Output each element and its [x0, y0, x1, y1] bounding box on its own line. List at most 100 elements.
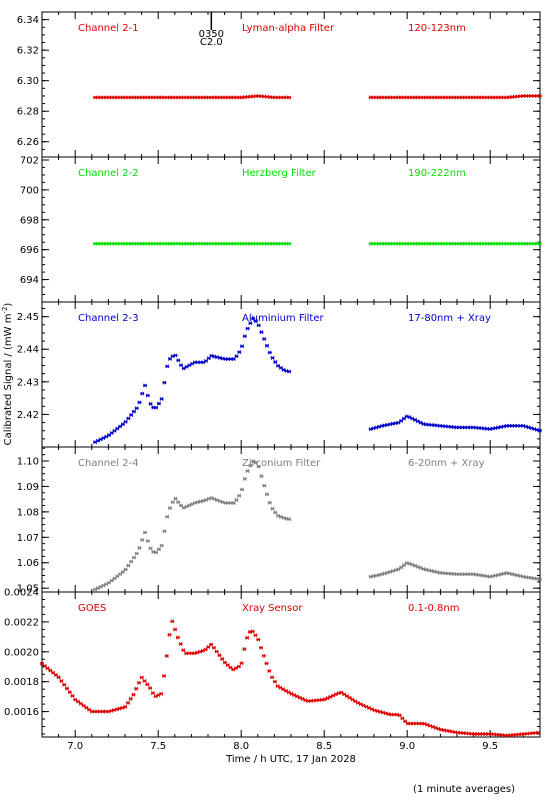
channel-label: Channel 2-2 [78, 168, 139, 179]
data-point [228, 665, 233, 670]
data-point [167, 632, 172, 637]
y-axis-title: Calibrated Signal / (mW m-2) [1, 303, 14, 446]
data-point [234, 354, 239, 359]
data-point [267, 669, 272, 673]
data-point [214, 649, 219, 654]
data-point [242, 476, 247, 481]
data-point [237, 350, 242, 355]
data-point [145, 393, 150, 398]
data-point [253, 460, 258, 465]
data-point [134, 406, 139, 411]
y-tick-label: 1.05 [17, 584, 39, 595]
data-point [161, 673, 166, 678]
data-point [393, 421, 398, 426]
x-tick-label: 9.0 [399, 741, 415, 752]
data-point [245, 635, 250, 640]
data-point [170, 500, 175, 505]
data-point [154, 405, 159, 410]
data-point [504, 571, 509, 575]
data-point [267, 350, 272, 355]
filter-label: Herzberg Filter [242, 168, 317, 179]
data-point [287, 369, 292, 374]
panel-3: 2.42 2.43 2.44 2.45 Channel 2-3 Aluminium Fil… [17, 301, 542, 448]
data-point [167, 356, 172, 361]
data-point [148, 686, 153, 691]
data-point [270, 506, 275, 511]
data-point [159, 691, 164, 696]
y-tick-label: 0.0024 [4, 588, 39, 599]
data-point [126, 416, 131, 421]
data-point [487, 574, 492, 579]
filter-label: Xray Sensor [242, 603, 303, 614]
y-tick-label: 0.0016 [4, 707, 39, 718]
data-point [204, 359, 209, 363]
y-tick-label: 696 [20, 245, 39, 256]
x-tick-label: 9.5 [482, 741, 498, 752]
data-point [253, 319, 258, 324]
data-point [123, 419, 128, 424]
data-point [262, 483, 267, 488]
data-point [400, 716, 405, 721]
data-point [240, 487, 245, 492]
y-tick-label: 2.43 [17, 377, 39, 388]
data-point [167, 506, 172, 511]
data-point [159, 397, 164, 401]
data-point [126, 563, 131, 568]
panel-1: 6.26 6.28 6.30 6.32 6.34 Channel 2-1 Lyman-alp… [17, 11, 542, 158]
data-point [137, 680, 142, 685]
data-point [178, 641, 183, 646]
data-point [264, 343, 269, 348]
data-point [173, 627, 178, 632]
data-point [242, 647, 247, 652]
data-point [159, 543, 164, 548]
panel-2: 694 696 698 700 702 Channel 2-2 Herzberg Filte… [20, 155, 542, 303]
data-point [128, 696, 133, 701]
data-point [59, 679, 64, 683]
data-point [181, 648, 186, 653]
data-point [134, 551, 139, 556]
data-point [170, 619, 175, 624]
data-point [220, 657, 225, 661]
data-point [129, 413, 134, 417]
data-point [209, 642, 214, 647]
y-tick-label: 700 [20, 185, 39, 196]
data-point [270, 675, 275, 680]
data-point [388, 422, 393, 427]
data-point [396, 567, 401, 572]
data-point [270, 355, 275, 360]
series-2 [93, 241, 542, 246]
y-tick-label: 698 [20, 215, 39, 226]
data-point [173, 353, 178, 358]
data-point [501, 424, 506, 429]
data-point [390, 421, 395, 426]
data-point [256, 637, 261, 642]
y-tick-label: 1.06 [17, 558, 39, 569]
data-point [164, 654, 169, 658]
data-point [145, 539, 150, 543]
data-point [217, 653, 222, 658]
data-point [143, 383, 148, 388]
data-point [264, 492, 269, 497]
data-point [176, 500, 181, 505]
data-point [273, 510, 278, 515]
data-point [84, 705, 89, 710]
data-point [231, 501, 236, 505]
data-point [78, 701, 83, 706]
data-point [73, 697, 78, 702]
data-point [397, 713, 402, 718]
data-point [129, 559, 134, 564]
data-point [245, 469, 250, 473]
data-point [276, 363, 281, 368]
data-point [145, 682, 150, 687]
y-tick-label: 0.0018 [4, 677, 39, 688]
x-axis-title: Time / h UTC, 17 Jan 2028 [225, 754, 356, 765]
data-point [253, 633, 258, 638]
data-point [156, 401, 161, 406]
data-point [536, 730, 541, 735]
data-point [385, 422, 390, 427]
data-point [148, 546, 153, 551]
data-point [137, 545, 142, 550]
data-point [236, 664, 241, 669]
data-point [247, 630, 252, 634]
